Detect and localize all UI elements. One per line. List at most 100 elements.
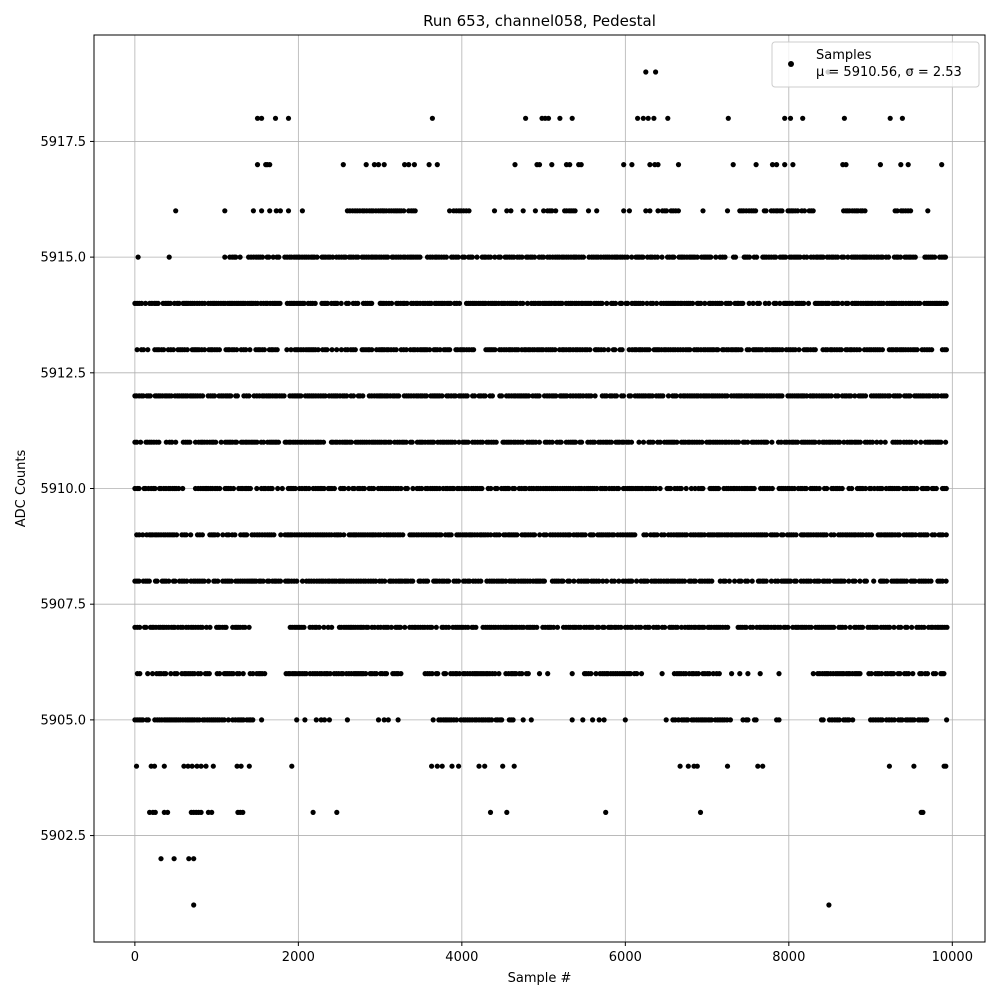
data-point xyxy=(769,485,775,492)
data-point xyxy=(604,300,610,306)
data-point xyxy=(678,485,684,492)
data-point xyxy=(474,254,480,260)
data-point xyxy=(496,532,502,538)
data-point xyxy=(841,578,847,584)
data-point xyxy=(240,671,246,677)
data-point xyxy=(941,671,947,677)
data-point xyxy=(433,624,439,630)
data-point xyxy=(724,763,731,769)
data-point xyxy=(640,300,646,306)
data-point xyxy=(665,393,672,399)
data-point xyxy=(532,254,538,260)
data-point xyxy=(237,254,243,260)
data-point xyxy=(777,300,783,306)
data-point xyxy=(585,208,592,214)
data-point xyxy=(692,578,699,584)
data-point xyxy=(456,300,463,306)
data-point xyxy=(685,717,691,723)
data-point xyxy=(804,254,810,260)
data-point xyxy=(429,624,435,630)
data-point xyxy=(142,300,149,306)
data-point xyxy=(857,439,863,445)
data-point xyxy=(891,717,897,723)
data-point xyxy=(868,532,875,538)
data-point xyxy=(499,717,505,723)
data-point xyxy=(899,115,906,121)
data-point xyxy=(932,532,938,538)
data-point xyxy=(646,347,652,353)
data-point xyxy=(406,162,412,168)
data-point xyxy=(439,763,445,769)
data-point xyxy=(171,856,177,862)
data-point xyxy=(528,717,534,723)
data-point xyxy=(608,439,615,445)
data-point xyxy=(277,300,283,306)
data-point xyxy=(722,254,728,260)
data-point xyxy=(871,578,877,584)
data-point xyxy=(755,763,761,769)
data-point xyxy=(887,115,893,121)
data-point xyxy=(831,624,837,630)
data-point xyxy=(140,717,146,723)
data-point xyxy=(504,809,510,816)
data-point xyxy=(732,254,739,260)
data-point xyxy=(402,162,408,168)
data-point xyxy=(396,393,402,399)
data-point xyxy=(620,393,627,399)
data-point xyxy=(438,532,444,538)
data-point xyxy=(924,717,930,723)
data-point xyxy=(567,578,573,584)
data-point xyxy=(285,115,292,121)
data-point xyxy=(849,485,855,492)
data-point xyxy=(588,393,594,399)
data-point xyxy=(236,671,242,677)
data-point xyxy=(800,115,806,121)
data-point xyxy=(174,532,180,538)
data-point xyxy=(369,300,375,306)
data-point xyxy=(476,763,482,769)
data-point xyxy=(198,763,204,769)
data-point xyxy=(322,393,328,399)
data-point xyxy=(352,347,358,353)
data-point xyxy=(897,393,903,399)
data-point xyxy=(552,347,558,353)
data-point xyxy=(267,162,273,168)
data-point xyxy=(862,485,869,492)
data-point xyxy=(757,671,763,677)
data-point xyxy=(782,115,788,121)
data-point xyxy=(729,671,735,677)
data-point xyxy=(520,300,526,306)
data-point xyxy=(796,347,802,353)
data-point xyxy=(653,485,659,492)
data-point xyxy=(512,162,518,168)
data-point xyxy=(152,809,158,816)
data-point xyxy=(267,208,273,214)
data-point xyxy=(801,300,807,306)
data-point xyxy=(465,624,471,630)
data-point xyxy=(852,578,858,584)
data-point xyxy=(655,162,661,168)
data-point xyxy=(628,439,635,445)
data-point xyxy=(426,162,432,168)
data-point xyxy=(167,300,173,306)
data-point xyxy=(281,393,287,399)
data-point xyxy=(549,439,555,445)
data-point xyxy=(688,485,695,492)
data-point xyxy=(745,717,751,723)
y-tick-label: 5905.0 xyxy=(41,713,87,728)
data-point xyxy=(750,300,756,306)
data-point xyxy=(430,717,436,723)
data-point xyxy=(596,624,602,630)
data-point xyxy=(943,485,949,492)
data-point xyxy=(629,578,635,584)
data-point xyxy=(942,254,949,260)
tick-marks: 0 2000 4000 6000 8000 10000 5902.5 5905.0 5907.5… xyxy=(41,135,973,965)
data-point xyxy=(695,671,702,677)
data-point xyxy=(161,763,167,769)
data-point xyxy=(174,671,180,677)
data-point xyxy=(882,439,888,445)
legend-series-stats: μ = 5910.56, σ = 2.53 xyxy=(816,65,962,80)
data-point xyxy=(294,717,300,723)
data-point xyxy=(329,624,335,630)
data-point xyxy=(740,300,746,306)
